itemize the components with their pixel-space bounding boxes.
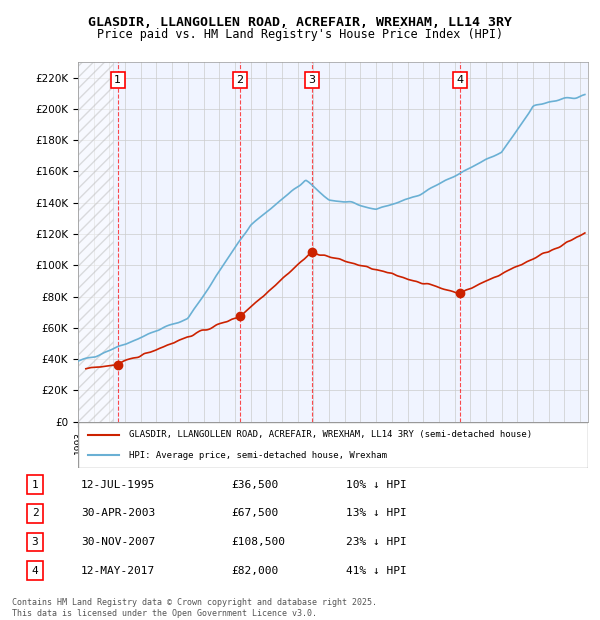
Text: Price paid vs. HM Land Registry's House Price Index (HPI): Price paid vs. HM Land Registry's House … (97, 28, 503, 41)
FancyBboxPatch shape (78, 422, 588, 468)
Text: 4: 4 (457, 75, 464, 85)
Text: 2: 2 (32, 508, 38, 518)
Text: 23% ↓ HPI: 23% ↓ HPI (346, 537, 407, 547)
Text: GLASDIR, LLANGOLLEN ROAD, ACREFAIR, WREXHAM, LL14 3RY (semi-detached house): GLASDIR, LLANGOLLEN ROAD, ACREFAIR, WREX… (129, 430, 532, 439)
Text: £67,500: £67,500 (231, 508, 278, 518)
Text: GLASDIR, LLANGOLLEN ROAD, ACREFAIR, WREXHAM, LL14 3RY: GLASDIR, LLANGOLLEN ROAD, ACREFAIR, WREX… (88, 16, 512, 29)
Text: Contains HM Land Registry data © Crown copyright and database right 2025.
This d: Contains HM Land Registry data © Crown c… (12, 598, 377, 618)
Text: 4: 4 (32, 565, 38, 575)
Text: £108,500: £108,500 (231, 537, 285, 547)
Bar (78, 62, 113, 422)
Text: £82,000: £82,000 (231, 565, 278, 575)
Text: 3: 3 (308, 75, 316, 85)
Text: 2: 2 (236, 75, 244, 85)
Text: 12-MAY-2017: 12-MAY-2017 (81, 565, 155, 575)
Text: 13% ↓ HPI: 13% ↓ HPI (346, 508, 407, 518)
Text: 10% ↓ HPI: 10% ↓ HPI (346, 480, 407, 490)
Text: HPI: Average price, semi-detached house, Wrexham: HPI: Average price, semi-detached house,… (129, 451, 387, 459)
Text: 30-APR-2003: 30-APR-2003 (81, 508, 155, 518)
Text: 1: 1 (114, 75, 121, 85)
Text: 41% ↓ HPI: 41% ↓ HPI (346, 565, 407, 575)
Text: 12-JUL-1995: 12-JUL-1995 (81, 480, 155, 490)
Text: 1: 1 (32, 480, 38, 490)
Text: 3: 3 (32, 537, 38, 547)
Text: £36,500: £36,500 (231, 480, 278, 490)
Text: 30-NOV-2007: 30-NOV-2007 (81, 537, 155, 547)
Bar (78, 62, 109, 422)
